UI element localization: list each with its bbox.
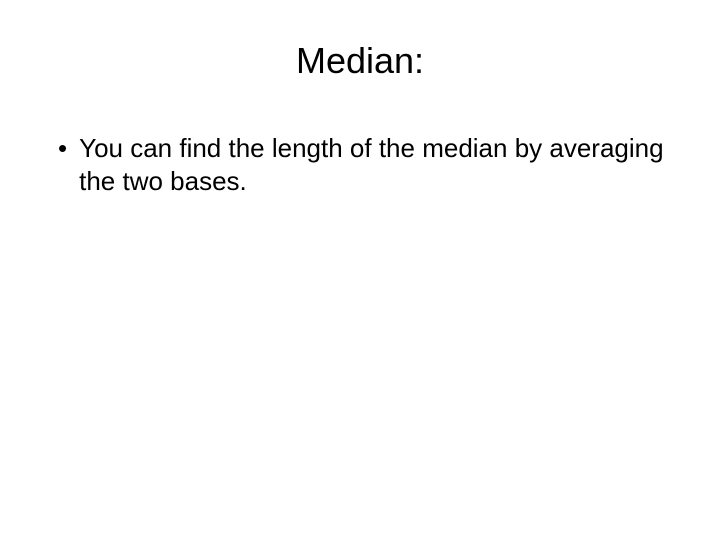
slide-title: Median: bbox=[0, 40, 720, 82]
slide-content: • You can find the length of the median … bbox=[0, 132, 720, 197]
slide-container: Median: • You can find the length of the… bbox=[0, 0, 720, 540]
bullet-text: You can find the length of the median by… bbox=[79, 132, 670, 197]
bullet-marker-icon: • bbox=[58, 132, 67, 165]
bullet-item: • You can find the length of the median … bbox=[58, 132, 670, 197]
